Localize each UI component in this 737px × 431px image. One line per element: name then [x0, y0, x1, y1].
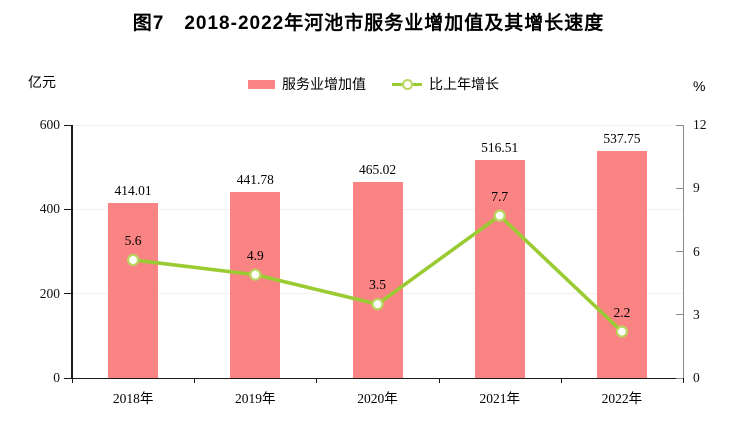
- line-point-marker: [615, 325, 629, 338]
- line-value-label: 4.9: [246, 247, 264, 263]
- left-axis-tick: [64, 377, 71, 379]
- line-point-marker: [126, 253, 140, 267]
- bar: [352, 181, 403, 378]
- bar-value-label: 516.51: [481, 140, 519, 156]
- bar: [474, 160, 525, 378]
- line-value-label: 7.7: [491, 188, 509, 204]
- bar-value-label: 414.01: [114, 183, 152, 199]
- right-axis-tick-label: 9: [693, 180, 700, 196]
- bar-value-label: 465.02: [358, 161, 397, 177]
- x-axis-category-label: 2022年: [601, 391, 643, 406]
- left-axis-tick-label: 600: [39, 117, 60, 132]
- chart-title: 图7 2018-2022年河池市服务业增加值及其增长速度: [132, 13, 605, 34]
- legend-item-line-series: 比上年增长: [392, 74, 499, 94]
- bar: [108, 203, 159, 378]
- legend-label-bar-series: 服务业增加值: [282, 76, 366, 92]
- line-value-label: 5.6: [124, 232, 142, 248]
- bar-series-swatch: [248, 79, 275, 89]
- left-axis-tick-label: 0: [53, 370, 60, 385]
- x-axis-tick: [194, 378, 196, 383]
- x-axis-tick: [683, 378, 684, 383]
- chart-legend: 服务业增加值 比上年增长: [248, 74, 499, 94]
- right-axis-tick-label: 3: [693, 306, 700, 322]
- x-axis-category-label: 2020年: [357, 391, 398, 406]
- right-axis-tick: [676, 314, 683, 316]
- right-axis-tick: [676, 124, 683, 126]
- left-axis-tick-label: 200: [39, 285, 60, 301]
- line-value-label: 3.5: [369, 277, 386, 293]
- line-point-marker: [371, 298, 384, 311]
- legend-item-bar-series: 服务业增加值: [248, 74, 366, 94]
- right-axis-tick: [676, 187, 683, 189]
- right-axis-tick-label: 12: [693, 117, 707, 132]
- line-point-marker: [493, 209, 506, 222]
- left-axis-tick: [64, 293, 71, 295]
- bar-value-label: 537.75: [603, 131, 641, 147]
- right-axis-tick-label: 6: [693, 243, 700, 259]
- left-axis-unit: 亿元: [28, 74, 56, 90]
- line-symbol-circle-marker-icon: [402, 79, 413, 90]
- line-value-label: 2.2: [613, 304, 631, 320]
- x-axis-tick: [316, 378, 318, 383]
- x-axis-category-label: 2019年: [235, 391, 276, 406]
- x-axis-tick: [560, 378, 562, 383]
- right-axis-tick: [676, 377, 683, 379]
- right-axis-tick-label: 0: [693, 370, 700, 385]
- growth-line: [132, 213, 624, 333]
- line-series-symbol: [392, 78, 422, 90]
- right-axis-unit: %: [693, 78, 706, 94]
- left-axis-tick: [64, 208, 71, 210]
- x-axis: [71, 377, 684, 379]
- bar: [596, 151, 647, 378]
- legend-label-line-series: 比上年增长: [429, 76, 499, 92]
- x-axis-category-label: 2021年: [479, 391, 520, 406]
- y-axis-right: [683, 125, 685, 379]
- bar: [230, 191, 281, 378]
- x-axis-category-label: 2018年: [112, 391, 154, 406]
- gridline: [72, 124, 683, 126]
- right-axis-tick: [676, 251, 683, 252]
- bar-value-label: 441.78: [236, 171, 274, 187]
- left-axis-tick-label: 400: [39, 201, 60, 217]
- line-point-marker: [249, 268, 262, 281]
- y-axis-left: [71, 125, 73, 379]
- x-axis-tick: [72, 378, 73, 383]
- left-axis-tick: [64, 124, 71, 126]
- x-axis-tick: [438, 378, 440, 383]
- growth-line-layer: [126, 209, 629, 338]
